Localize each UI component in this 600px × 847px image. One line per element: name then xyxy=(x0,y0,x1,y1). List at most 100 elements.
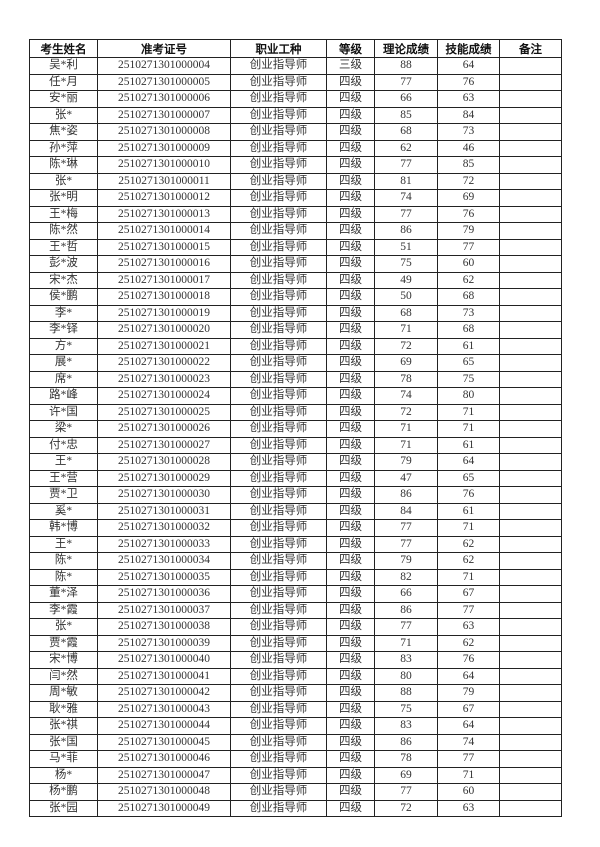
cell-skill-score: 76 xyxy=(437,486,500,504)
cell-skill-score: 79 xyxy=(437,222,500,240)
cell-occupation: 创业指导师 xyxy=(230,436,327,454)
cell-exam-id: 2510271301000049 xyxy=(97,799,231,817)
cell-theory-score: 77 xyxy=(374,156,438,174)
cell-theory-score: 86 xyxy=(374,601,438,619)
table-row: 王*营 2510271301000029 创业指导师 四级 47 65 xyxy=(29,469,562,487)
cell-remarks xyxy=(499,205,562,223)
table-row: 贾*卫 2510271301000030 创业指导师 四级 86 76 xyxy=(29,486,562,504)
cell-occupation: 创业指导师 xyxy=(230,288,327,306)
cell-name: 闫*然 xyxy=(29,667,98,685)
cell-level: 四级 xyxy=(326,502,375,520)
cell-skill-score: 62 xyxy=(437,634,500,652)
table-row: 焦*姿 2510271301000008 创业指导师 四级 68 73 xyxy=(29,123,562,141)
cell-theory-score: 68 xyxy=(374,304,438,322)
cell-theory-score: 81 xyxy=(374,172,438,190)
cell-level: 四级 xyxy=(326,634,375,652)
cell-exam-id: 2510271301000015 xyxy=(97,238,231,256)
cell-occupation: 创业指导师 xyxy=(230,700,327,718)
cell-name: 展* xyxy=(29,354,98,372)
table-row: 张*祺 2510271301000044 创业指导师 四级 83 64 xyxy=(29,717,562,735)
cell-name: 贾*霞 xyxy=(29,634,98,652)
cell-remarks xyxy=(499,766,562,784)
cell-skill-score: 63 xyxy=(437,799,500,817)
cell-remarks xyxy=(499,568,562,586)
cell-skill-score: 62 xyxy=(437,552,500,570)
cell-remarks xyxy=(499,618,562,636)
table-row: 张* 2510271301000011 创业指导师 四级 81 72 xyxy=(29,172,562,190)
cell-level: 四级 xyxy=(326,601,375,619)
cell-theory-score: 74 xyxy=(374,387,438,405)
cell-theory-score: 62 xyxy=(374,139,438,157)
cell-level: 四级 xyxy=(326,222,375,240)
table-row: 侯*鹏 2510271301000018 创业指导师 四级 50 68 xyxy=(29,288,562,306)
cell-exam-id: 2510271301000012 xyxy=(97,189,231,207)
cell-theory-score: 86 xyxy=(374,733,438,751)
table-row: 安*丽 2510271301000006 创业指导师 四级 66 63 xyxy=(29,90,562,108)
cell-theory-score: 88 xyxy=(374,57,438,75)
table-row: 王* 2510271301000033 创业指导师 四级 77 62 xyxy=(29,535,562,553)
table-row: 任*月 2510271301000005 创业指导师 四级 77 76 xyxy=(29,73,562,91)
cell-theory-score: 84 xyxy=(374,502,438,520)
cell-skill-score: 75 xyxy=(437,370,500,388)
cell-theory-score: 66 xyxy=(374,90,438,108)
table-body: 吴*利 2510271301000004 创业指导师 三级 88 64 任*月 2510271… xyxy=(29,57,562,817)
cell-name: 李*霞 xyxy=(29,601,98,619)
cell-remarks xyxy=(499,90,562,108)
cell-remarks xyxy=(499,189,562,207)
cell-skill-score: 74 xyxy=(437,733,500,751)
cell-exam-id: 2510271301000029 xyxy=(97,469,231,487)
cell-remarks xyxy=(499,304,562,322)
cell-level: 三级 xyxy=(326,57,375,75)
cell-occupation: 创业指导师 xyxy=(230,123,327,141)
cell-exam-id: 2510271301000046 xyxy=(97,750,231,768)
cell-remarks xyxy=(499,486,562,504)
cell-name: 安*丽 xyxy=(29,90,98,108)
cell-theory-score: 77 xyxy=(374,73,438,91)
cell-level: 四级 xyxy=(326,106,375,124)
cell-skill-score: 69 xyxy=(437,189,500,207)
cell-occupation: 创业指导师 xyxy=(230,222,327,240)
cell-name: 彭*波 xyxy=(29,255,98,273)
cell-exam-id: 2510271301000011 xyxy=(97,172,231,190)
cell-level: 四级 xyxy=(326,750,375,768)
cell-theory-score: 49 xyxy=(374,271,438,289)
cell-exam-id: 2510271301000005 xyxy=(97,73,231,91)
table-row: 张* 2510271301000007 创业指导师 四级 85 84 xyxy=(29,106,562,124)
cell-skill-score: 77 xyxy=(437,238,500,256)
table-row: 张* 2510271301000038 创业指导师 四级 77 63 xyxy=(29,618,562,636)
cell-theory-score: 82 xyxy=(374,568,438,586)
cell-remarks xyxy=(499,420,562,438)
cell-exam-id: 2510271301000038 xyxy=(97,618,231,636)
table-row: 闫*然 2510271301000041 创业指导师 四级 80 64 xyxy=(29,667,562,685)
cell-occupation: 创业指导师 xyxy=(230,766,327,784)
cell-skill-score: 80 xyxy=(437,387,500,405)
cell-name: 杨*鹏 xyxy=(29,783,98,801)
cell-theory-score: 47 xyxy=(374,469,438,487)
cell-remarks xyxy=(499,354,562,372)
cell-theory-score: 77 xyxy=(374,783,438,801)
cell-exam-id: 2510271301000025 xyxy=(97,403,231,421)
cell-exam-id: 2510271301000006 xyxy=(97,90,231,108)
cell-skill-score: 63 xyxy=(437,618,500,636)
cell-level: 四级 xyxy=(326,205,375,223)
cell-skill-score: 67 xyxy=(437,585,500,603)
cell-remarks xyxy=(499,700,562,718)
table-row: 席* 2510271301000023 创业指导师 四级 78 75 xyxy=(29,370,562,388)
cell-theory-score: 78 xyxy=(374,750,438,768)
cell-skill-score: 46 xyxy=(437,139,500,157)
cell-theory-score: 72 xyxy=(374,403,438,421)
cell-name: 李*铎 xyxy=(29,321,98,339)
cell-occupation: 创业指导师 xyxy=(230,304,327,322)
cell-level: 四级 xyxy=(326,255,375,273)
cell-occupation: 创业指导师 xyxy=(230,684,327,702)
cell-name: 贾*卫 xyxy=(29,486,98,504)
score-table: 考生姓名 准考证号 职业工种 等级 理论成绩 技能成绩 备注 吴*利 251027130100… xyxy=(29,39,562,817)
cell-name: 陈* xyxy=(29,568,98,586)
cell-name: 许*国 xyxy=(29,403,98,421)
cell-skill-score: 62 xyxy=(437,535,500,553)
cell-level: 四级 xyxy=(326,189,375,207)
cell-exam-id: 2510271301000044 xyxy=(97,717,231,735)
table-row: 耿*雅 2510271301000043 创业指导师 四级 75 67 xyxy=(29,700,562,718)
cell-remarks xyxy=(499,370,562,388)
cell-exam-id: 2510271301000045 xyxy=(97,733,231,751)
